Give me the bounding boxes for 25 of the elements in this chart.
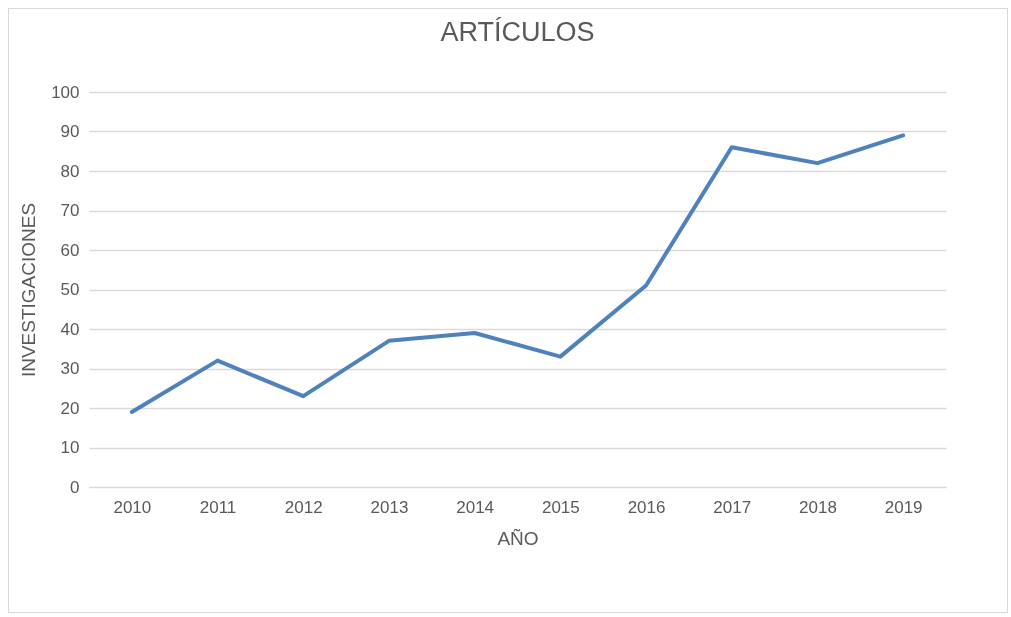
- y-axis-title: INVESTIGACIONES: [18, 202, 40, 378]
- y-tick-label: 40: [60, 319, 80, 339]
- x-tick-label: 2018: [799, 497, 837, 517]
- x-tick-label: 2010: [113, 497, 152, 517]
- y-tick-label: 80: [60, 161, 80, 181]
- x-tick-label: 2015: [541, 497, 580, 517]
- y-tick-label: 30: [60, 359, 80, 378]
- y-tick-label: 0: [70, 477, 80, 497]
- y-tick-label: 20: [60, 398, 80, 418]
- x-tick-label: 2019: [884, 497, 923, 517]
- x-axis-title: AÑO: [497, 527, 539, 549]
- y-tick-label: 70: [60, 201, 80, 220]
- y-tick-label: 10: [60, 438, 80, 457]
- y-tick-label: 60: [60, 240, 80, 260]
- chart-title: ARTÍCULOS: [440, 17, 595, 47]
- x-tick-label: 2017: [713, 497, 752, 517]
- line-series: [129, 133, 906, 414]
- y-tick-label: 90: [60, 122, 80, 141]
- x-tick-label: 2013: [370, 497, 409, 517]
- y-tick-label: 100: [51, 82, 80, 102]
- y-tick-label: 50: [60, 280, 80, 299]
- x-tick-label: 2014: [456, 497, 495, 517]
- x-tick-label: 2012: [284, 497, 323, 517]
- x-tick-label: 2011: [199, 497, 237, 517]
- x-tick-label: 2016: [627, 497, 666, 517]
